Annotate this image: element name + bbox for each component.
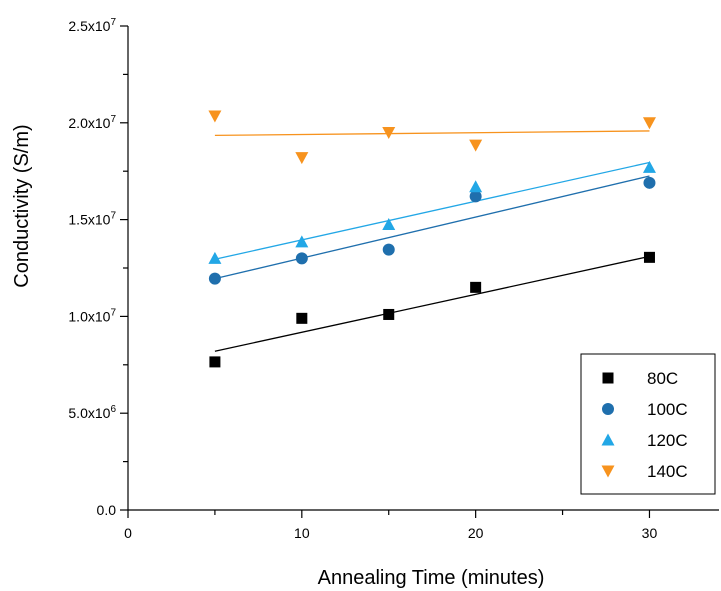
fit-line-120c [214,161,650,260]
point-120c [382,217,396,230]
legend-label: 100C [647,400,688,419]
point-120c [469,180,483,193]
data-points [208,110,656,368]
legend-label: 80C [647,369,678,388]
point-80c [209,356,221,368]
fit-line-100c [214,175,650,280]
point-80c [296,312,308,324]
point-100c [643,176,656,189]
fit-line-140c [214,130,650,137]
y-tick-label: 0.0 [97,502,117,518]
legend-marker [602,403,614,415]
point-120c [295,235,309,248]
point-120c [642,160,656,173]
point-120c [208,251,222,264]
legend: 80C 100C 120C 140C [580,353,716,495]
x-axis-title: Annealing Time (minutes) [318,567,545,589]
point-100c [208,272,221,285]
x-tick-label: 20 [468,525,484,541]
point-100c [469,190,482,203]
axes: 0 10 20 30 0.0 5.0x106 1.0x107 1.5x107 2.0x107 2.… [68,17,719,541]
point-100c [382,243,395,256]
legend-marker [601,465,615,478]
legend-label: 140C [647,462,688,481]
y-tick-label: 2.0x107 [68,114,116,131]
legend-label: 120C [647,431,688,450]
fit-line-80c [214,255,650,352]
fit-lines [214,130,650,352]
point-140c [295,152,309,165]
point-140c [382,126,396,139]
legend-marker [602,372,614,384]
point-140c [208,110,222,123]
y-tick-label: 1.0x107 [68,307,116,324]
point-140c [469,139,483,152]
x-tick-label: 10 [294,525,310,541]
point-140c [642,117,656,130]
point-100c [295,252,308,265]
point-80c [383,308,395,320]
legend-marker [601,433,615,446]
y-tick-label: 1.5x107 [68,211,116,228]
point-80c [470,281,482,293]
y-axis-title: Conductivity (S/m) [11,124,33,287]
y-tick-label: 5.0x106 [68,404,116,421]
point-80c [643,251,655,263]
x-tick-label: 0 [124,525,132,541]
x-tick-label: 30 [642,525,658,541]
y-tick-label: 2.5x107 [68,17,116,34]
